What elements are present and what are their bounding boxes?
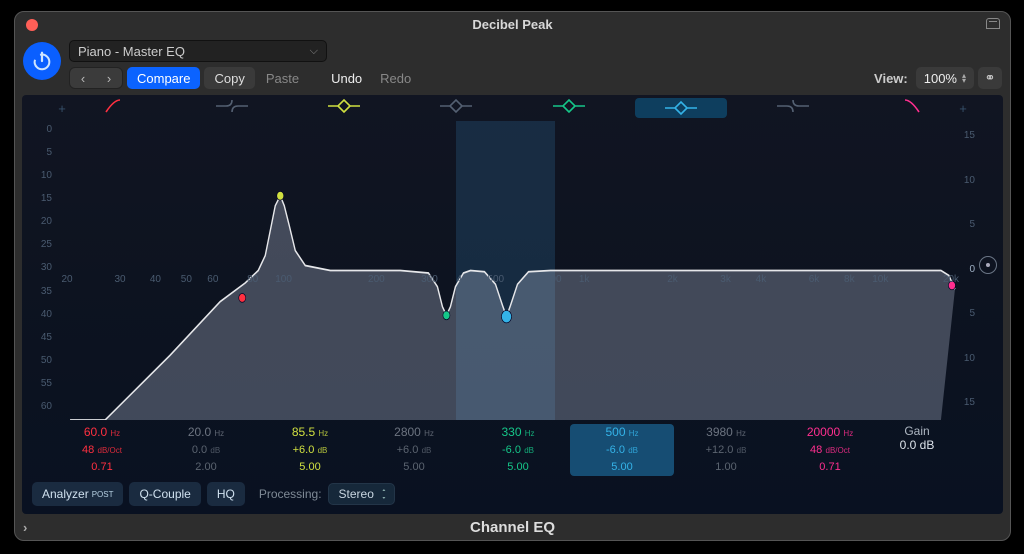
power-button[interactable] [23, 42, 61, 80]
eq-curve-svg [22, 121, 1003, 420]
redo-button[interactable]: Redo [373, 67, 418, 89]
band-params-2[interactable]: 20.0 Hz0.0 dB2.00 [154, 424, 258, 476]
band-params-7[interactable]: 3980 Hz+12.0 dB1.00 [674, 424, 778, 476]
band-type-button-2[interactable] [186, 98, 278, 118]
band-params-5[interactable]: 330 Hz-6.0 dB5.00 [466, 424, 570, 476]
band-params-6[interactable]: 500 Hz-6.0 dB5.00 [570, 424, 674, 476]
window-title: Decibel Peak [15, 17, 1010, 32]
q-couple-button[interactable]: Q-Couple [129, 482, 200, 506]
titlebar: Decibel Peak [15, 12, 1010, 37]
band-params-1[interactable]: 60.0 Hz48 dB/Oct0.71 [50, 424, 154, 476]
band-type-button-6[interactable] [635, 98, 727, 118]
add-band-left-button[interactable]: + [50, 101, 74, 116]
zoom-stepper[interactable]: 100% ▴▾ [916, 67, 974, 89]
band-params-8[interactable]: 20000 Hz48 dB/Oct0.71 [778, 424, 882, 476]
disclosure-button[interactable]: › [23, 520, 27, 535]
master-gain-readout[interactable]: Gain0.0 dB [882, 424, 952, 476]
band-type-button-4[interactable] [410, 98, 502, 118]
add-band-right-button[interactable]: + [951, 101, 975, 116]
copy-button[interactable]: Copy [204, 67, 254, 89]
plugin-header: Piano - Master EQ ⌵ ‹ › Compare Copy Pas… [15, 37, 1010, 95]
hq-button[interactable]: HQ [207, 482, 245, 506]
paste-button[interactable]: Paste [259, 67, 306, 89]
eq-graph[interactable]: 051015202530354045505560 15105051015 203… [22, 121, 1003, 420]
plugin-window: Decibel Peak Piano - Master EQ ⌵ ‹ › Com… [14, 11, 1011, 541]
power-icon [31, 50, 53, 72]
band-type-row: + + [22, 95, 1003, 121]
band-type-button-3[interactable] [298, 98, 390, 118]
next-preset-button[interactable]: › [96, 68, 122, 88]
preset-selector[interactable]: Piano - Master EQ ⌵ [69, 40, 327, 62]
view-label: View: [874, 71, 908, 86]
footer: › Channel EQ [15, 514, 1010, 540]
zoom-value: 100% [924, 71, 957, 86]
eq-editor: + + 051015202530354045505560 15105051015… [22, 95, 1003, 514]
chevron-down-icon: ⌵ [310, 45, 318, 58]
undo-button[interactable]: Undo [324, 67, 369, 89]
analyzer-button[interactable]: Analyzer POST [32, 482, 123, 506]
band-params-3[interactable]: 85.5 Hz+6.0 dB5.00 [258, 424, 362, 476]
bottom-controls: Analyzer POST Q-Couple HQ Processing: St… [22, 480, 1003, 514]
band-type-button-7[interactable] [747, 98, 839, 118]
band-params-4[interactable]: 2800 Hz+6.0 dB5.00 [362, 424, 466, 476]
footer-title: Channel EQ [470, 519, 555, 536]
prev-preset-button[interactable]: ‹ [70, 68, 96, 88]
preset-name: Piano - Master EQ [78, 44, 185, 59]
compare-button[interactable]: Compare [127, 67, 200, 89]
band-parameter-table: 60.0 Hz48 dB/Oct0.7120.0 Hz0.0 dB2.0085.… [22, 420, 1003, 480]
stepper-arrows-icon: ▴▾ [962, 73, 966, 83]
view-mode-button[interactable] [986, 18, 1000, 29]
band-type-button-1[interactable] [74, 98, 166, 118]
processing-label: Processing: [259, 487, 322, 501]
link-icon: ⚭ [985, 70, 996, 86]
nav-prev-next: ‹ › [69, 67, 123, 89]
band-type-button-5[interactable] [523, 98, 615, 118]
band-type-button-8[interactable] [859, 98, 951, 118]
processing-selector[interactable]: Stereo [328, 483, 395, 505]
link-button[interactable]: ⚭ [978, 67, 1002, 89]
